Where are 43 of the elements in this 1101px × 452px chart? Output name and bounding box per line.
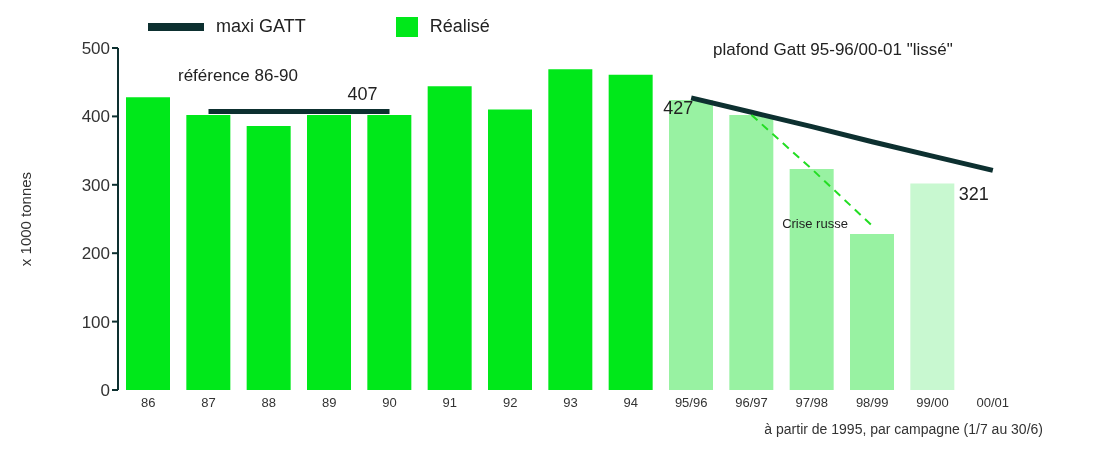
bar: [548, 69, 593, 390]
bar: [608, 74, 653, 390]
x-tick-label: 94: [623, 395, 639, 411]
x-tick-label: 92: [502, 395, 518, 411]
y-tick-label: 200: [81, 244, 110, 264]
bar: [427, 86, 472, 390]
bar: [910, 183, 955, 390]
bar: [850, 234, 894, 390]
x-tick-label: 97/98: [795, 395, 829, 411]
bar: [126, 97, 170, 390]
x-tick-label: 95/96: [674, 395, 708, 411]
x-axis-title: à partir de 1995, par campagne (1/7 au 30/6): [764, 421, 1043, 437]
y-tick-label: 500: [81, 39, 110, 59]
y-tick-label: 100: [81, 312, 110, 332]
bar: [729, 115, 774, 390]
annotation: Crise russe: [782, 216, 848, 232]
y-tick-label: 300: [81, 175, 110, 195]
x-tick-label: 90: [382, 395, 397, 411]
y-axis-title: x 1000 tonnes: [17, 171, 35, 267]
annotation: 407: [347, 83, 378, 104]
x-tick-label: 87: [201, 395, 216, 411]
x-tick-label: 88: [261, 395, 277, 411]
bar: [488, 109, 532, 390]
annotation: 427: [663, 97, 694, 118]
bar: [186, 115, 231, 390]
x-tick-label: 93: [563, 395, 578, 411]
annotation: plafond Gatt 95-96/00-01 "lissé": [713, 40, 953, 60]
annotation: référence 86-90: [178, 66, 299, 86]
x-tick-label: 98/99: [855, 395, 889, 411]
y-tick-label: 0: [100, 381, 110, 401]
y-tick-label: 400: [81, 107, 110, 127]
x-tick-label: 00/01: [976, 395, 1010, 411]
bar: [246, 125, 291, 390]
legend-label: maxi GATT: [216, 16, 306, 37]
legend-label: Réalisé: [429, 16, 490, 37]
x-tick-label: 89: [321, 395, 337, 411]
x-tick-label: 96/97: [735, 395, 768, 411]
bar: [307, 115, 351, 390]
x-tick-label: 99/00: [916, 395, 949, 411]
x-tick-label: 86: [140, 395, 156, 411]
bar: [367, 115, 412, 390]
x-tick-label: 91: [442, 395, 458, 411]
annotation: 321: [958, 184, 989, 205]
